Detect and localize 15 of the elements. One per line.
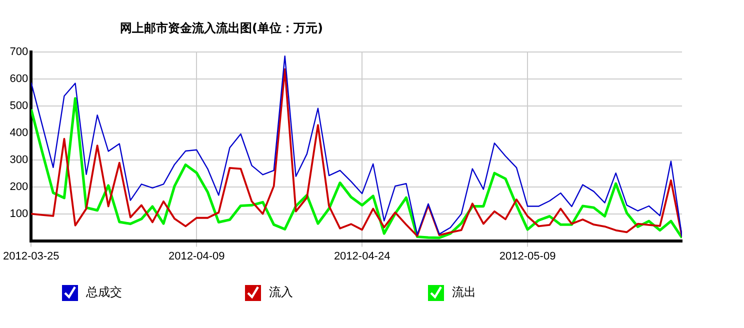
x-tick-label: 2012-03-25 [2,250,60,262]
x-tick-label: 2012-04-24 [334,250,390,262]
y-tick-label: 200 [10,180,28,193]
legend-label: 流出 [452,284,476,301]
legend-label: 总成交 [86,284,122,301]
y-tick-label: 600 [10,73,28,86]
x-tick-label: 2012-05-09 [499,250,556,262]
y-tick-label: 700 [10,46,28,58]
y-tick-label: 400 [10,126,28,139]
y-tick-label: 500 [10,100,28,112]
y-tick-label: 100 [10,208,28,220]
legend-label: 流入 [269,284,293,301]
x-tick-label: 2012-04-09 [168,250,225,262]
chart-title: 网上邮市资金流入流出图(单位：万元) [120,20,323,37]
y-tick-label: 300 [10,154,28,166]
